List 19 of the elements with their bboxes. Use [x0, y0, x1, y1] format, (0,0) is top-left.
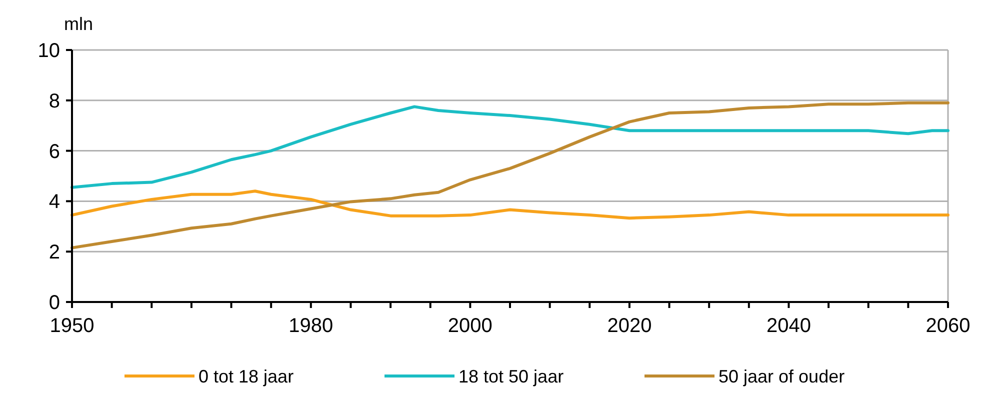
y-tick-label: 2 [48, 242, 60, 264]
legend-label: 0 tot 18 jaar [198, 366, 294, 386]
y-tick-label: 0 [48, 292, 60, 314]
line-series [70, 105, 950, 189]
line-series [70, 190, 950, 220]
x-tick-label: 1980 [288, 315, 334, 337]
y-axis-title: mln [64, 14, 94, 34]
legend-label: 50 jaar of ouder [718, 366, 845, 386]
x-tick-label: 2040 [766, 315, 811, 337]
y-tick-label: 10 [38, 40, 60, 62]
legend-label: 18 tot 50 jaar [458, 366, 564, 386]
y-tick-label: 8 [48, 90, 60, 112]
y-tick-label: 4 [48, 191, 60, 214]
x-tick-label: 2000 [448, 315, 492, 337]
x-tick-label: 2060 [926, 315, 970, 337]
x-tick-label: 2020 [607, 315, 652, 337]
line-series [70, 101, 950, 250]
x-tick-label: 1950 [50, 315, 94, 337]
y-tick-label: 6 [48, 140, 60, 163]
